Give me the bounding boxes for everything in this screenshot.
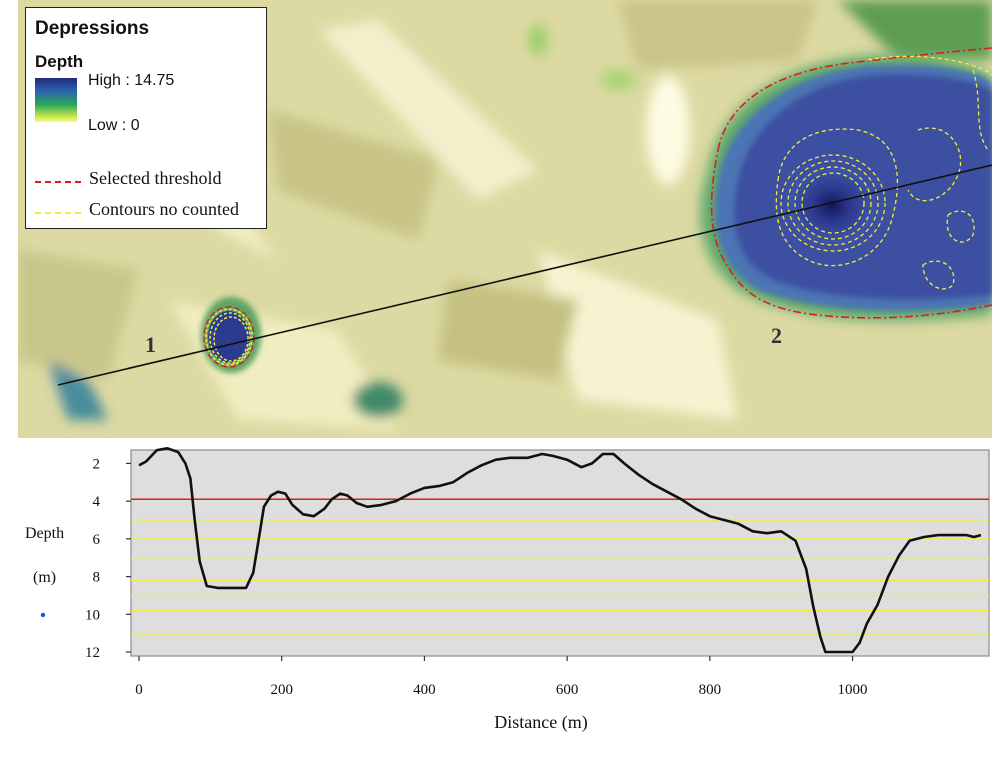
threshold-line-symbol (35, 181, 81, 183)
y-axis: 2 4 6 8 10 12 (85, 456, 131, 661)
x-axis: 0 200 400 600 800 1000 (135, 656, 868, 698)
threshold-line-2 (710, 47, 992, 319)
depth-color-ramp (35, 78, 77, 122)
contours-1 (205, 308, 253, 366)
y-axis-label-depth: Depth (25, 525, 65, 542)
plot-area (130, 449, 990, 657)
legend-contours-label: Contours no counted (89, 199, 239, 219)
legend-subtitle: Depth (35, 52, 84, 71)
bullet-marker (40, 612, 46, 618)
contour-line-symbol (35, 212, 81, 214)
legend-title: Depressions (35, 18, 150, 39)
depth-profile-chart: 2 4 6 8 10 12 0 200 400 600 800 1000 Distance (m) (40, 447, 990, 733)
y-axis-label-unit: (m) (33, 569, 57, 586)
y-tick-label: 10 (85, 607, 100, 623)
profile-transect-line (57, 164, 992, 386)
contours-2 (775, 55, 992, 290)
legend-low-label: Low : 0 (88, 117, 140, 134)
depression-2-label: 2 (771, 323, 782, 348)
y-tick-label: 4 (93, 494, 101, 510)
depression-1-label: 1 (145, 332, 156, 357)
depression-map: 1 2 (18, 0, 992, 438)
y-tick-label: 12 (85, 645, 100, 661)
terrain-shading (18, 0, 992, 430)
depression-1 (201, 297, 261, 373)
contour-level-lines (131, 519, 989, 636)
depression-2 (700, 47, 992, 321)
x-tick-label: 0 (135, 682, 143, 698)
y-tick-label: 6 (93, 532, 101, 548)
x-tick-label: 400 (413, 682, 436, 698)
x-tick-label: 800 (699, 682, 722, 698)
x-tick-label: 600 (556, 682, 579, 698)
x-tick-label: 1000 (838, 682, 868, 698)
depth-profile-line (138, 447, 982, 654)
legend-threshold-label: Selected threshold (89, 168, 222, 188)
x-axis-label: Distance (m) (494, 712, 587, 733)
legend-high-label: High : 14.75 (88, 72, 175, 89)
x-tick-label: 200 (270, 682, 293, 698)
map-legend: Depressions Depth High : 14.75 Low : 0 S… (25, 7, 267, 229)
y-tick-label: 2 (93, 456, 101, 472)
y-tick-label: 8 (93, 570, 101, 586)
